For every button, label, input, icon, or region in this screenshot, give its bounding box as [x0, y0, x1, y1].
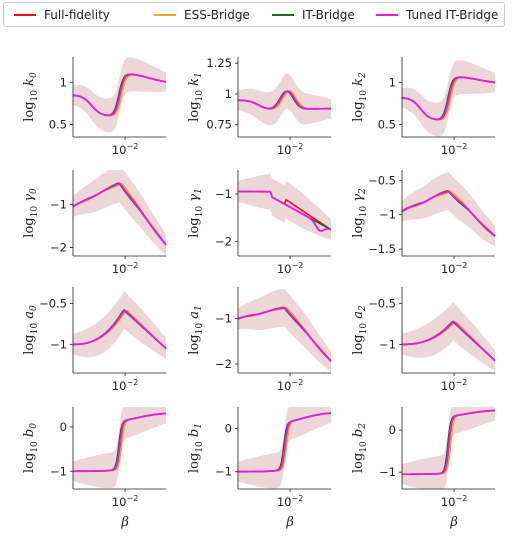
series-line-tuned-it-bridge — [401, 76, 496, 121]
legend-swatch — [154, 14, 176, 16]
subplot-1: 0.5 1 10−2 log10 k0 — [22, 57, 167, 157]
y-tick-label: −1 — [50, 337, 67, 351]
y-tick-label: −1 — [379, 465, 396, 479]
x-tick-label: 10−2 — [441, 142, 467, 157]
legend-item-it-bridge: IT-Bridge — [272, 7, 355, 23]
subplot-5: −2 −1 10−2 log10 γ1 — [187, 170, 332, 276]
x-tick-label: 10−2 — [441, 378, 467, 393]
subplot-11: −1 0 10−2 log10 b1 β — [187, 407, 332, 530]
series-line-tuned-it-bridge — [72, 73, 167, 117]
series-line-tuned-it-bridge — [237, 90, 332, 110]
legend-item-ess-bridge: ESS-Bridge — [154, 7, 250, 23]
y-tick-label: −1 — [379, 208, 396, 222]
series-line-tuned-it-bridge — [237, 190, 332, 232]
subplot-10: −1 0 10−2 log10 b0 β — [22, 407, 167, 530]
series-line-tuned-it-bridge — [72, 412, 167, 473]
uncertainty-band — [402, 302, 495, 372]
uncertainty-band — [238, 288, 331, 372]
y-tick-label: −1 — [215, 187, 232, 201]
y-tick-label: −1 — [50, 464, 67, 478]
x-axis-label: β — [449, 515, 458, 530]
y-axis-label: log10 k0 — [22, 72, 40, 122]
subplot-3: 0.5 1 10−2 log10 k2 — [351, 57, 496, 157]
y-tick-label: −1.5 — [368, 242, 396, 256]
x-tick-label: 10−2 — [112, 261, 138, 276]
y-axis-label: log10 γ0 — [22, 188, 40, 238]
y-tick-label: −0.5 — [368, 173, 396, 187]
subplot-12: −1 0 10−2 log10 b2 β — [351, 407, 496, 530]
legend-item-tuned-it-bridge: Tuned IT-Bridge — [376, 7, 498, 23]
uncertainty-band — [73, 291, 166, 359]
x-axis-label: β — [285, 515, 294, 530]
legend-label: ESS-Bridge — [184, 8, 250, 22]
y-tick-label: 0 — [60, 420, 67, 434]
legend-swatch — [272, 14, 294, 16]
x-tick-label: 10−2 — [441, 494, 467, 509]
y-tick-label: 1 — [60, 75, 67, 89]
y-axis-label: log10 k2 — [351, 72, 369, 122]
y-tick-label: 1 — [225, 87, 232, 101]
legend-label: Tuned IT-Bridge — [406, 8, 499, 22]
subplot-4: −2 −1 10−2 log10 γ0 — [22, 170, 167, 276]
y-tick-label: −2 — [215, 357, 232, 371]
series-line-tuned-it-bridge — [237, 412, 332, 473]
subplot-7: −1 −0.5 10−2 log10 a0 — [22, 287, 167, 393]
legend-label: IT-Bridge — [302, 8, 355, 22]
subplot-2: 0.75 1 1.25 10−2 log10 k1 — [187, 56, 332, 157]
uncertainty-band — [238, 73, 331, 126]
y-tick-label: 1.25 — [206, 56, 232, 70]
series-line-tuned-it-bridge — [72, 182, 167, 246]
series-line-tuned-it-bridge — [237, 306, 332, 362]
y-axis-label: log10 a1 — [187, 305, 205, 354]
y-tick-label: 0 — [225, 422, 232, 436]
y-tick-label: 0.5 — [49, 117, 67, 131]
x-tick-label: 10−2 — [277, 261, 303, 276]
x-tick-label: 10−2 — [277, 494, 303, 509]
y-tick-label: −1 — [215, 465, 232, 479]
y-tick-label: −2 — [50, 240, 67, 254]
y-tick-label: 1 — [389, 75, 396, 89]
x-tick-label: 10−2 — [112, 142, 138, 157]
y-tick-label: 0.75 — [206, 118, 232, 132]
y-tick-label: −2 — [215, 235, 232, 249]
y-axis-label: log10 b0 — [22, 423, 40, 473]
y-tick-label: −1 — [215, 312, 232, 326]
y-tick-label: 0 — [389, 423, 396, 437]
x-tick-label: 10−2 — [277, 378, 303, 393]
subplot-9: −1 −0.5 10−2 log10 a2 — [351, 287, 496, 393]
legend-swatch — [376, 14, 398, 16]
legend-item-full-fidelity: Full-fidelity — [14, 7, 110, 23]
y-axis-label: log10 a0 — [22, 305, 40, 355]
y-axis-label: log10 γ2 — [351, 188, 369, 238]
y-axis-label: log10 a2 — [351, 305, 369, 355]
y-axis-label: log10 γ1 — [187, 188, 205, 237]
uncertainty-band — [238, 173, 331, 241]
legend: Full-fidelity ESS-Bridge IT-Bridge Tuned… — [3, 2, 505, 27]
x-tick-label: 10−2 — [112, 378, 138, 393]
uncertainty-band — [73, 170, 166, 256]
legend-swatch — [14, 14, 36, 16]
y-axis-label: log10 b1 — [187, 423, 205, 473]
y-tick-label: −1 — [379, 337, 396, 351]
y-tick-label: −0.5 — [368, 296, 396, 310]
subplot-6: −1.5 −1 −0.5 10−2 log10 γ2 — [351, 170, 496, 276]
y-axis-label: log10 b2 — [351, 423, 369, 473]
y-tick-label: 0.5 — [378, 117, 396, 131]
x-tick-label: 10−2 — [112, 494, 138, 509]
series-line-tuned-it-bridge — [401, 320, 496, 362]
legend-label: Full-fidelity — [44, 8, 110, 22]
x-tick-label: 10−2 — [277, 142, 303, 157]
uncertainty-band — [402, 172, 495, 247]
subplot-8: −2 −1 10−2 log10 a1 — [187, 287, 332, 393]
series-line-tuned-it-bridge — [72, 309, 167, 350]
x-axis-label: β — [120, 515, 129, 530]
x-tick-label: 10−2 — [441, 261, 467, 276]
series-line-tuned-it-bridge — [401, 190, 496, 237]
series-line-tuned-it-bridge — [401, 409, 496, 476]
y-tick-label: −0.5 — [39, 296, 67, 310]
y-axis-label: log10 k1 — [187, 72, 205, 122]
y-tick-label: −1 — [50, 197, 67, 211]
